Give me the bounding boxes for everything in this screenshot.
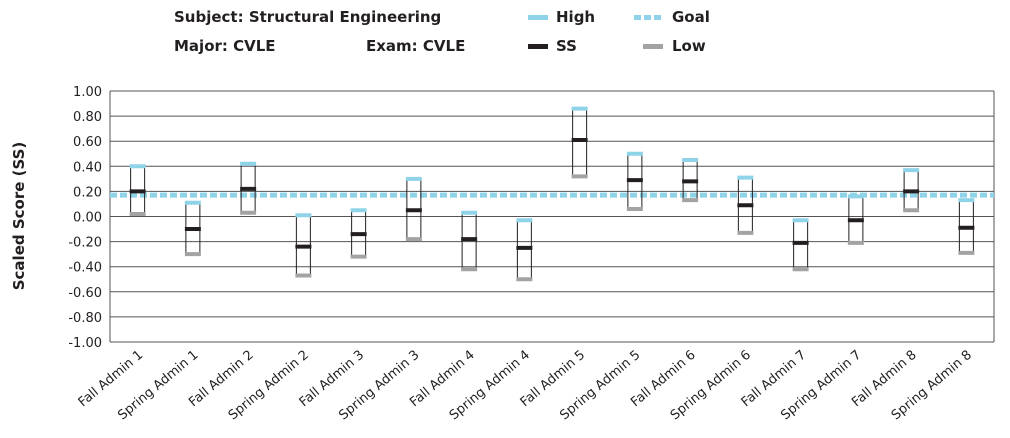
y-tick-label: -0.20 bbox=[68, 236, 102, 251]
legend-high-swatch bbox=[528, 15, 548, 20]
legend-ss-swatch bbox=[528, 44, 548, 49]
y-tick-label: -0.40 bbox=[68, 261, 102, 276]
y-tick-label: -1.00 bbox=[68, 336, 102, 351]
exam-label: Exam: CVLE bbox=[366, 37, 466, 55]
legend-low-label: Low bbox=[672, 37, 706, 55]
legend-ss-label: SS bbox=[556, 37, 577, 55]
grid-lines bbox=[109, 90, 995, 343]
legend-high-label: High bbox=[556, 8, 596, 26]
range-bars bbox=[129, 106, 975, 282]
y-tick-label: 0.20 bbox=[73, 185, 102, 200]
y-tick-label: 0.80 bbox=[73, 110, 102, 125]
y-tick-label: -0.60 bbox=[68, 286, 102, 301]
y-tick-label: -0.80 bbox=[68, 311, 102, 326]
legend-low-swatch bbox=[643, 44, 663, 49]
y-tick-label: 0.00 bbox=[73, 211, 102, 226]
y-tick-label: 1.00 bbox=[73, 85, 102, 100]
major-label: Major: CVLE bbox=[174, 37, 276, 55]
legend-goal-label: Goal bbox=[672, 8, 710, 26]
y-tick-labels: 1.00 0.80 0.60 0.40 0.20 0.00 -0.20 -0.40 -0.60 -… bbox=[68, 85, 102, 351]
y-tick-label: 0.60 bbox=[73, 135, 102, 150]
subject-label: Subject: Structural Engineering bbox=[174, 8, 442, 26]
legend-goal-swatch bbox=[634, 15, 664, 20]
y-axis-label: Scaled Score (SS) bbox=[10, 142, 28, 291]
y-tick-label: 0.40 bbox=[73, 160, 102, 175]
